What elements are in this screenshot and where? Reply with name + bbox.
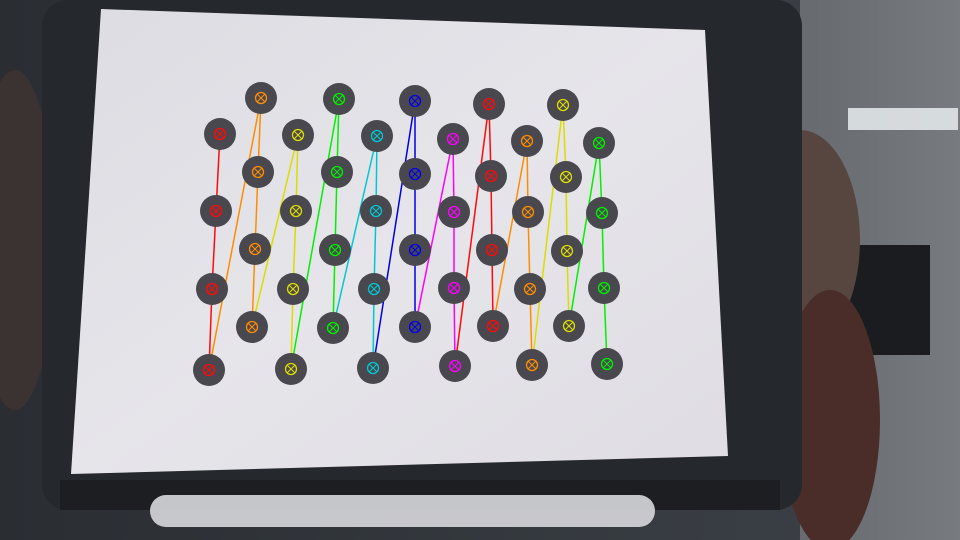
connection-line (208, 97, 262, 371)
marker-x-circle (205, 282, 219, 296)
marker-x-circle (520, 134, 534, 148)
connection-line (492, 140, 528, 327)
connection-line (454, 103, 490, 367)
connection-line (531, 104, 564, 366)
ceiling-light (848, 108, 958, 130)
marker-x-circle (328, 243, 342, 257)
connection-line (414, 138, 454, 328)
marker-x-circle (592, 136, 606, 150)
marker-x-circle (289, 204, 303, 218)
marker-x-circle (245, 320, 259, 334)
marker-x-circle (370, 129, 384, 143)
connection-line (372, 100, 416, 369)
marker-x-circle (482, 97, 496, 111)
marker-x-circle (291, 128, 305, 142)
marker-x-circle (525, 358, 539, 372)
marker-x-circle (408, 94, 422, 108)
marker-x-circle (446, 132, 460, 146)
marker-x-circle (202, 363, 216, 377)
marker-x-circle (556, 98, 570, 112)
marker-x-circle (286, 282, 300, 296)
marker-x-circle (595, 206, 609, 220)
marker-x-circle (562, 319, 576, 333)
marker-x-circle (332, 92, 346, 106)
marker-x-circle (254, 91, 268, 105)
stylus (150, 495, 655, 527)
marker-x-circle (484, 169, 498, 183)
marker-x-circle (326, 321, 340, 335)
right-arm (780, 290, 880, 540)
marker-x-circle (248, 242, 262, 256)
left-hand (0, 70, 55, 410)
marker-x-circle (330, 165, 344, 179)
marker-x-circle (408, 167, 422, 181)
connection-line (332, 135, 378, 329)
tablet-screen (71, 9, 728, 474)
marker-x-circle (486, 319, 500, 333)
connection-line (568, 142, 600, 327)
marker-x-circle (366, 361, 380, 375)
marker-x-circle (369, 204, 383, 218)
marker-x-circle (408, 243, 422, 257)
marker-x-circle (600, 357, 614, 371)
marker-x-circle (213, 127, 227, 141)
marker-x-circle (367, 282, 381, 296)
marker-x-circle (560, 244, 574, 258)
marker-x-circle (523, 282, 537, 296)
connection-line (251, 134, 299, 328)
marker-x-circle (447, 281, 461, 295)
marker-x-circle (408, 320, 422, 334)
marker-x-circle (597, 281, 611, 295)
marker-x-circle (521, 205, 535, 219)
marker-x-circle (251, 165, 265, 179)
detected-markers (202, 91, 614, 377)
marker-x-circle (209, 204, 223, 218)
marker-x-circle (559, 170, 573, 184)
marker-x-circle (447, 205, 461, 219)
marker-x-circle (448, 359, 462, 373)
marker-x-circle (284, 362, 298, 376)
marker-x-circle (485, 243, 499, 257)
connection-line (290, 98, 340, 370)
